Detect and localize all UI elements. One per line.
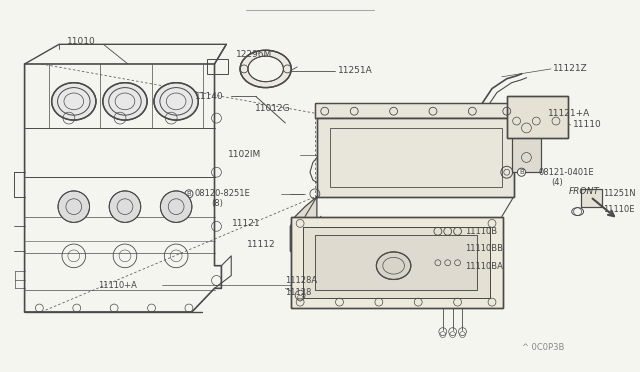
Text: 08121-0401E: 08121-0401E	[538, 168, 594, 177]
Polygon shape	[291, 197, 317, 266]
Bar	[317, 118, 514, 197]
Text: 11110+A: 11110+A	[99, 281, 137, 290]
Ellipse shape	[376, 252, 411, 279]
Bar	[512, 118, 541, 172]
Bar	[317, 118, 514, 197]
Text: 11128A: 11128A	[285, 276, 317, 285]
Ellipse shape	[240, 50, 291, 87]
Ellipse shape	[154, 83, 198, 120]
Bar	[207, 59, 228, 74]
Text: 08120-8251E: 08120-8251E	[195, 189, 251, 198]
Text: 11110BA: 11110BA	[465, 262, 503, 271]
Bar	[291, 218, 503, 308]
Text: 11110B: 11110B	[465, 227, 497, 236]
Bar	[315, 103, 527, 118]
Bar	[512, 118, 541, 172]
Circle shape	[161, 191, 192, 222]
Text: 11121Z: 11121Z	[553, 64, 588, 73]
Text: 11012G: 11012G	[255, 104, 291, 113]
Text: 11251A: 11251A	[337, 66, 372, 76]
Text: 11010: 11010	[67, 37, 95, 46]
Text: 11140: 11140	[195, 92, 223, 101]
Bar	[315, 235, 477, 290]
Bar	[507, 96, 568, 138]
Text: 11121+A: 11121+A	[548, 109, 590, 118]
Text: 11112: 11112	[247, 240, 276, 248]
Circle shape	[109, 191, 141, 222]
Bar	[303, 227, 490, 298]
Ellipse shape	[248, 56, 284, 82]
Text: 11121: 11121	[232, 219, 260, 228]
Bar	[291, 218, 503, 308]
Text: 11110: 11110	[573, 121, 602, 129]
Ellipse shape	[103, 83, 147, 120]
Text: 12296M: 12296M	[236, 49, 273, 59]
Bar	[315, 103, 527, 118]
Text: (8): (8)	[212, 199, 223, 208]
Text: 11110E: 11110E	[603, 205, 635, 214]
Text: 1102lM: 1102lM	[227, 150, 260, 159]
Text: ^ 0C0P3B: ^ 0C0P3B	[522, 343, 564, 352]
Text: 11251N: 11251N	[603, 189, 636, 198]
Bar	[315, 235, 477, 290]
Text: B: B	[186, 191, 191, 197]
Text: FRONT: FRONT	[569, 187, 600, 196]
Bar	[303, 227, 490, 298]
Text: 11110BB: 11110BB	[465, 244, 504, 253]
Text: 11128: 11128	[285, 288, 312, 297]
Ellipse shape	[52, 83, 96, 120]
Bar	[580, 189, 602, 207]
Bar	[330, 128, 502, 187]
Bar	[580, 189, 602, 207]
Bar	[507, 96, 568, 138]
Text: (4): (4)	[551, 177, 563, 187]
Circle shape	[58, 191, 90, 222]
Text: B: B	[519, 169, 524, 175]
